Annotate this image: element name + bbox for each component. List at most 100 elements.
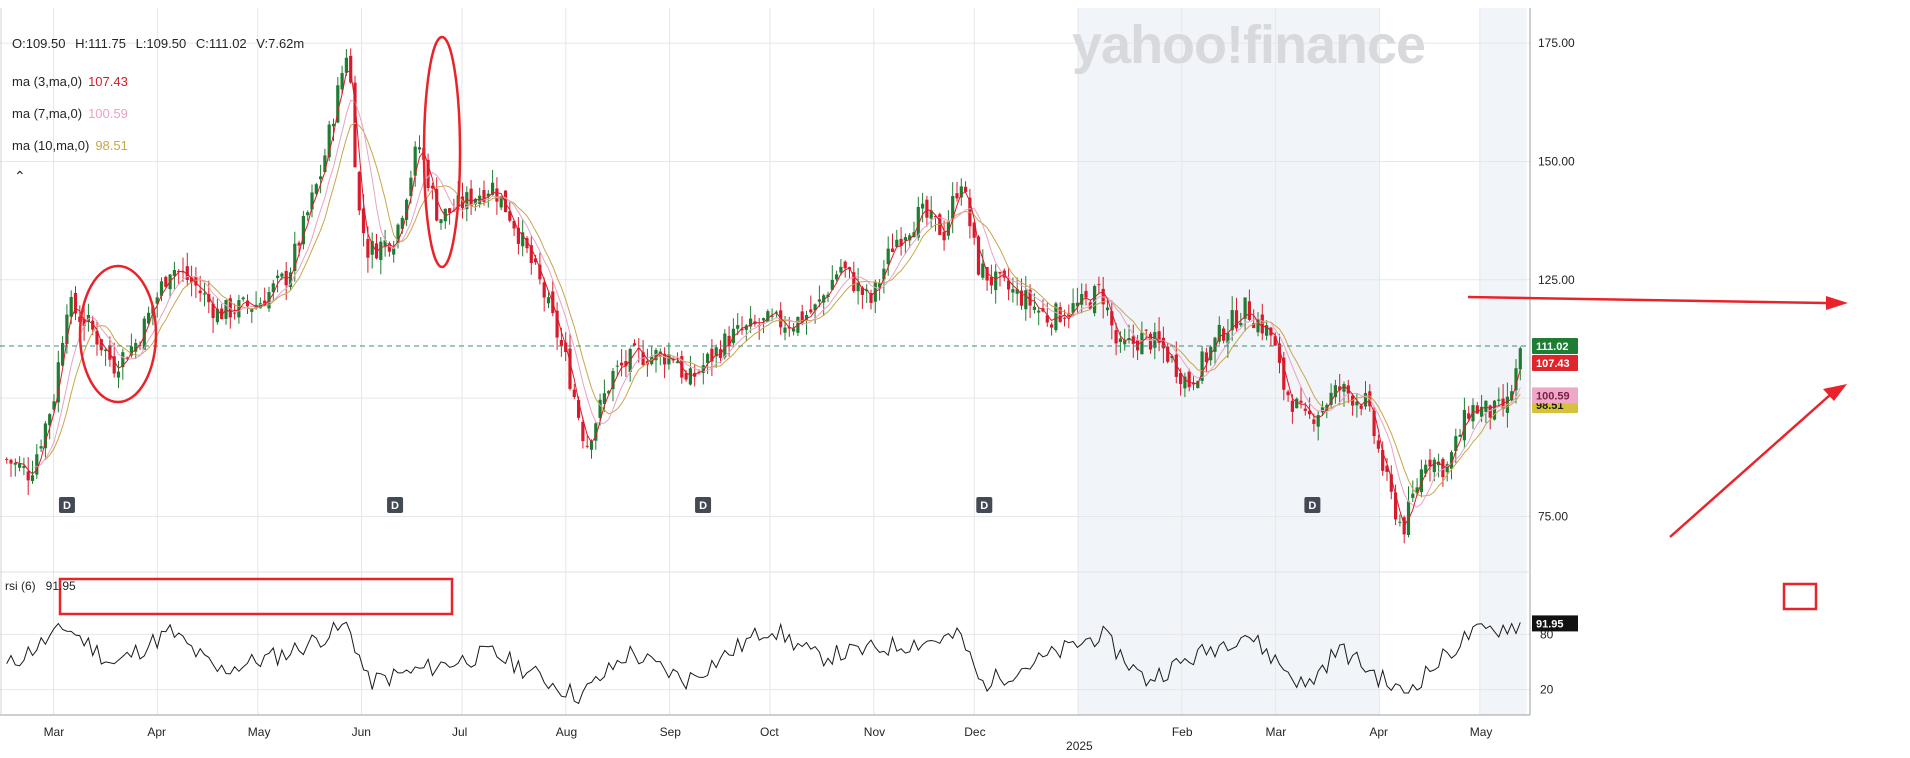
candle-body [559, 339, 563, 346]
open-value: O:109.50 [12, 36, 66, 51]
candle-body [951, 196, 955, 219]
candle-body [490, 182, 495, 195]
y-tick-label: 75.00 [1538, 509, 1568, 523]
shaded-period [1078, 8, 1380, 715]
rsi-badge-text: 91.95 [1536, 618, 1564, 630]
candle-body [637, 348, 641, 350]
rsi-label: rsi (6) [5, 579, 36, 593]
candle-body [916, 206, 920, 238]
candle-body [1312, 419, 1316, 424]
collapse-legend-chevron-icon[interactable]: ⌃ [14, 168, 26, 184]
candle-body [512, 221, 516, 229]
candle-body [1045, 315, 1049, 323]
ma10-legend[interactable]: ma (10,ma,0) 98.51 [12, 138, 128, 153]
candle-body [13, 462, 17, 465]
ma7-badge [1532, 387, 1578, 404]
candle-body [585, 445, 589, 447]
candle-body [740, 328, 744, 331]
candle-body [1303, 408, 1307, 411]
candle-body [994, 271, 998, 291]
candle-body [215, 308, 219, 323]
candle-body [886, 248, 890, 265]
candle-body [297, 242, 301, 246]
candle-body [318, 176, 323, 180]
candle-body [963, 186, 968, 192]
candle-body [701, 365, 705, 373]
candle-body [817, 299, 821, 302]
candle-body [245, 300, 250, 307]
candle-body [1385, 465, 1389, 472]
annotation-ellipse [422, 35, 462, 269]
candle-body [35, 454, 39, 475]
candle-body [1286, 391, 1290, 396]
x-tick-label: Aug [556, 725, 577, 739]
ma3-legend[interactable]: ma (3,ma,0) 107.43 [12, 74, 128, 89]
candle-body [232, 312, 237, 314]
candle-body [43, 423, 47, 449]
candle-body [667, 354, 671, 365]
candle-body [1131, 336, 1135, 344]
candle-body [783, 327, 787, 333]
candle-body [1432, 459, 1436, 473]
candle-body [301, 216, 305, 245]
candle-body [1484, 400, 1488, 413]
ma3-line [15, 70, 1521, 527]
candle-body [1054, 303, 1058, 331]
candle-body [340, 73, 344, 90]
candle-body [1028, 289, 1032, 306]
candle-body [366, 239, 370, 258]
candle-body [349, 55, 353, 83]
candle-body [310, 192, 314, 210]
candle-body [17, 463, 22, 468]
candle-body [1295, 398, 1299, 409]
candle-body [1157, 331, 1161, 343]
candle-body [181, 271, 185, 273]
candle-body [1161, 337, 1165, 349]
candle-body [1415, 487, 1419, 494]
candle-body [933, 215, 938, 218]
candle-body [1273, 336, 1277, 346]
candle-body [142, 318, 146, 350]
candle-body [955, 193, 959, 199]
ma7-legend[interactable]: ma (7,ma,0) 100.59 [12, 106, 128, 121]
candle-body [353, 82, 357, 168]
x-tick-year-label: 2025 [1066, 739, 1093, 753]
candle-body [1398, 521, 1402, 523]
ma3-label: ma (3,ma,0) [12, 74, 83, 89]
candle-body [357, 172, 361, 211]
candle-body [705, 353, 710, 363]
candle-body [69, 296, 73, 317]
x-tick-label: Apr [1369, 725, 1388, 739]
candle-body [809, 309, 813, 313]
candle-body [241, 297, 245, 300]
candle-body [1372, 410, 1376, 437]
candle-body [1170, 355, 1174, 359]
candle-body [314, 184, 318, 194]
rsi-legend[interactable]: rsi (6) 91.95 [5, 579, 76, 593]
candle-body [654, 350, 658, 361]
candle-body [56, 362, 60, 403]
candle-body [959, 186, 963, 198]
candle-body [564, 342, 568, 353]
candle-body [607, 390, 611, 394]
dividend-marker [1304, 497, 1321, 513]
candle-body [525, 238, 529, 249]
candle-body [396, 224, 400, 244]
annotation-arrowhead [1823, 384, 1847, 401]
candle-body [288, 272, 293, 288]
dividend-marker-label: D [699, 500, 707, 512]
x-tick-label: Apr [147, 725, 166, 739]
candle-body [1342, 383, 1346, 392]
yahoo-finance-watermark: yahoo!finance [1072, 15, 1426, 75]
y-tick-label: 175.00 [1538, 36, 1575, 50]
candle-body [1299, 400, 1303, 403]
candle-body [529, 245, 533, 264]
candle-body [435, 188, 439, 221]
candle-body [1436, 461, 1441, 466]
candle-body [370, 241, 374, 255]
close-value: C:111.02 [195, 36, 247, 51]
last-price-badge-text: 111.02 [1536, 341, 1568, 353]
candle-body [331, 123, 336, 127]
candle-body [1458, 434, 1462, 437]
